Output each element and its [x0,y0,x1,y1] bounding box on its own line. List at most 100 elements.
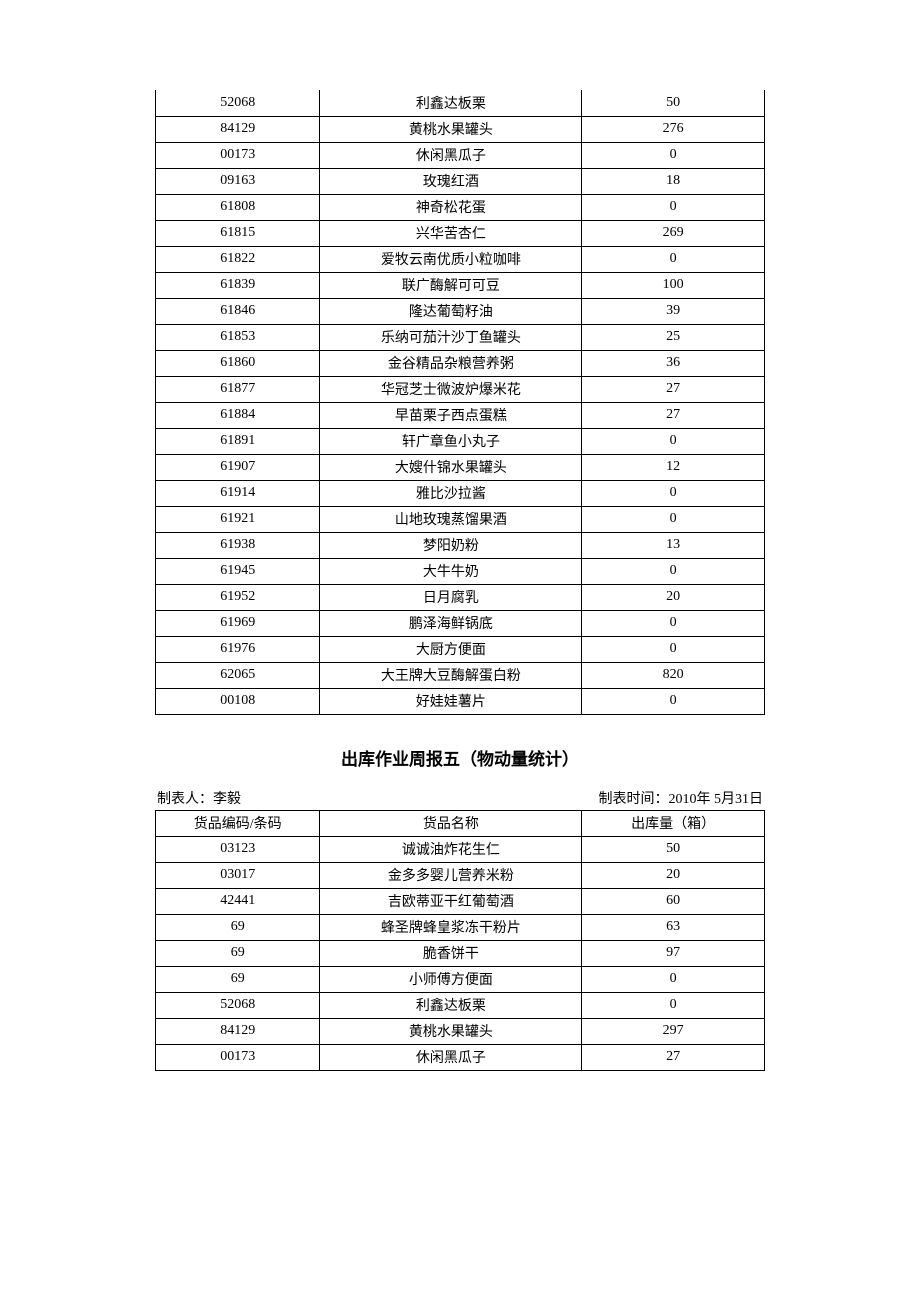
cell-code: 61969 [156,610,320,636]
cell-qty: 27 [582,402,765,428]
table-row: 61945大牛牛奶0 [156,558,765,584]
cell-qty: 0 [582,992,765,1018]
cell-name: 黄桃水果罐头 [320,1018,582,1044]
cell-qty: 0 [582,688,765,714]
cell-name: 黄桃水果罐头 [320,116,582,142]
cell-code: 61822 [156,246,320,272]
table-row: 61877华冠芝士微波炉爆米花27 [156,376,765,402]
cell-name: 蜂圣牌蜂皇浆冻干粉片 [320,914,582,940]
cell-code: 62065 [156,662,320,688]
cell-code: 61877 [156,376,320,402]
table2-header-row: 货品编码/条码 货品名称 出库量（箱） [156,810,765,836]
table-row: 61808神奇松花蛋0 [156,194,765,220]
cell-name: 神奇松花蛋 [320,194,582,220]
cell-name: 小师傅方便面 [320,966,582,992]
cell-name: 玫瑰红酒 [320,168,582,194]
cell-code: 69 [156,914,320,940]
cell-qty: 36 [582,350,765,376]
cell-name: 梦阳奶粉 [320,532,582,558]
cell-name: 乐纳可茄汁沙丁鱼罐头 [320,324,582,350]
cell-name: 雅比沙拉酱 [320,480,582,506]
cell-code: 09163 [156,168,320,194]
cell-code: 84129 [156,1018,320,1044]
cell-code: 61976 [156,636,320,662]
cell-name: 大厨方便面 [320,636,582,662]
cell-name: 诚诚油炸花生仁 [320,836,582,862]
cell-name: 早苗栗子西点蛋糕 [320,402,582,428]
cell-name: 鹏泽海鲜锅底 [320,610,582,636]
table-row: 62065大王牌大豆酶解蛋白粉820 [156,662,765,688]
cell-name: 脆香饼干 [320,940,582,966]
cell-qty: 27 [582,1044,765,1070]
header-qty: 出库量（箱） [582,810,765,836]
cell-qty: 20 [582,862,765,888]
table-row: 00173休闲黑瓜子27 [156,1044,765,1070]
cell-code: 84129 [156,116,320,142]
cell-code: 61853 [156,324,320,350]
table-row: 61815兴华苦杏仁269 [156,220,765,246]
table2-body: 03123诚诚油炸花生仁5003017金多多婴儿营养米粉2042441吉欧蒂亚干… [156,836,765,1070]
table-row: 52068利鑫达板栗50 [156,90,765,116]
cell-code: 61846 [156,298,320,324]
cell-qty: 100 [582,272,765,298]
cell-qty: 0 [582,636,765,662]
cell-qty: 18 [582,168,765,194]
preparer: 制表人：李毅 [157,788,241,808]
cell-code: 03123 [156,836,320,862]
report-time: 制表时间：2010年 5月31日 [599,788,764,808]
cell-qty: 0 [582,246,765,272]
cell-name: 休闲黑瓜子 [320,142,582,168]
table-row: 61822爱牧云南优质小粒咖啡0 [156,246,765,272]
cell-qty: 0 [582,142,765,168]
cell-name: 山地玫瑰蒸馏果酒 [320,506,582,532]
cell-code: 61891 [156,428,320,454]
table-row: 42441吉欧蒂亚干红葡萄酒60 [156,888,765,914]
cell-qty: 297 [582,1018,765,1044]
cell-qty: 50 [582,836,765,862]
table-row: 61907大嫂什锦水果罐头12 [156,454,765,480]
cell-code: 52068 [156,90,320,116]
cell-qty: 60 [582,888,765,914]
table-row: 61884早苗栗子西点蛋糕27 [156,402,765,428]
table-row: 00108好娃娃薯片0 [156,688,765,714]
table-row: 61853乐纳可茄汁沙丁鱼罐头25 [156,324,765,350]
table-row: 03123诚诚油炸花生仁50 [156,836,765,862]
cell-qty: 269 [582,220,765,246]
cell-code: 00108 [156,688,320,714]
cell-name: 休闲黑瓜子 [320,1044,582,1070]
time-label: 制表时间： [599,792,669,807]
cell-code: 61839 [156,272,320,298]
preparer-label: 制表人： [157,792,213,807]
cell-code: 61921 [156,506,320,532]
section-title: 出库作业周报五（物动量统计） [155,745,765,770]
cell-name: 联广酶解可可豆 [320,272,582,298]
cell-qty: 25 [582,324,765,350]
cell-code: 69 [156,940,320,966]
cell-code: 00173 [156,142,320,168]
table-row: 61969鹏泽海鲜锅底0 [156,610,765,636]
table-row: 61921山地玫瑰蒸馏果酒0 [156,506,765,532]
table-row: 00173休闲黑瓜子0 [156,142,765,168]
cell-qty: 0 [582,558,765,584]
cell-qty: 63 [582,914,765,940]
cell-name: 金谷精品杂粮营养粥 [320,350,582,376]
cell-code: 61945 [156,558,320,584]
cell-qty: 27 [582,376,765,402]
cell-qty: 276 [582,116,765,142]
outbound-table-1: 52068利鑫达板栗5084129黄桃水果罐头27600173休闲黑瓜子0091… [155,90,765,715]
table-row: 61846隆达葡萄籽油39 [156,298,765,324]
cell-name: 大王牌大豆酶解蛋白粉 [320,662,582,688]
table-row: 69小师傅方便面0 [156,966,765,992]
table-row: 61914雅比沙拉酱0 [156,480,765,506]
cell-name: 日月腐乳 [320,584,582,610]
cell-name: 大牛牛奶 [320,558,582,584]
header-name: 货品名称 [320,810,582,836]
cell-code: 00173 [156,1044,320,1070]
table-row: 61891轩广章鱼小丸子0 [156,428,765,454]
cell-qty: 0 [582,480,765,506]
cell-name: 利鑫达板栗 [320,90,582,116]
time-value: 2010年 5月31日 [669,792,764,807]
cell-name: 隆达葡萄籽油 [320,298,582,324]
cell-qty: 0 [582,966,765,992]
table-row: 61938梦阳奶粉13 [156,532,765,558]
